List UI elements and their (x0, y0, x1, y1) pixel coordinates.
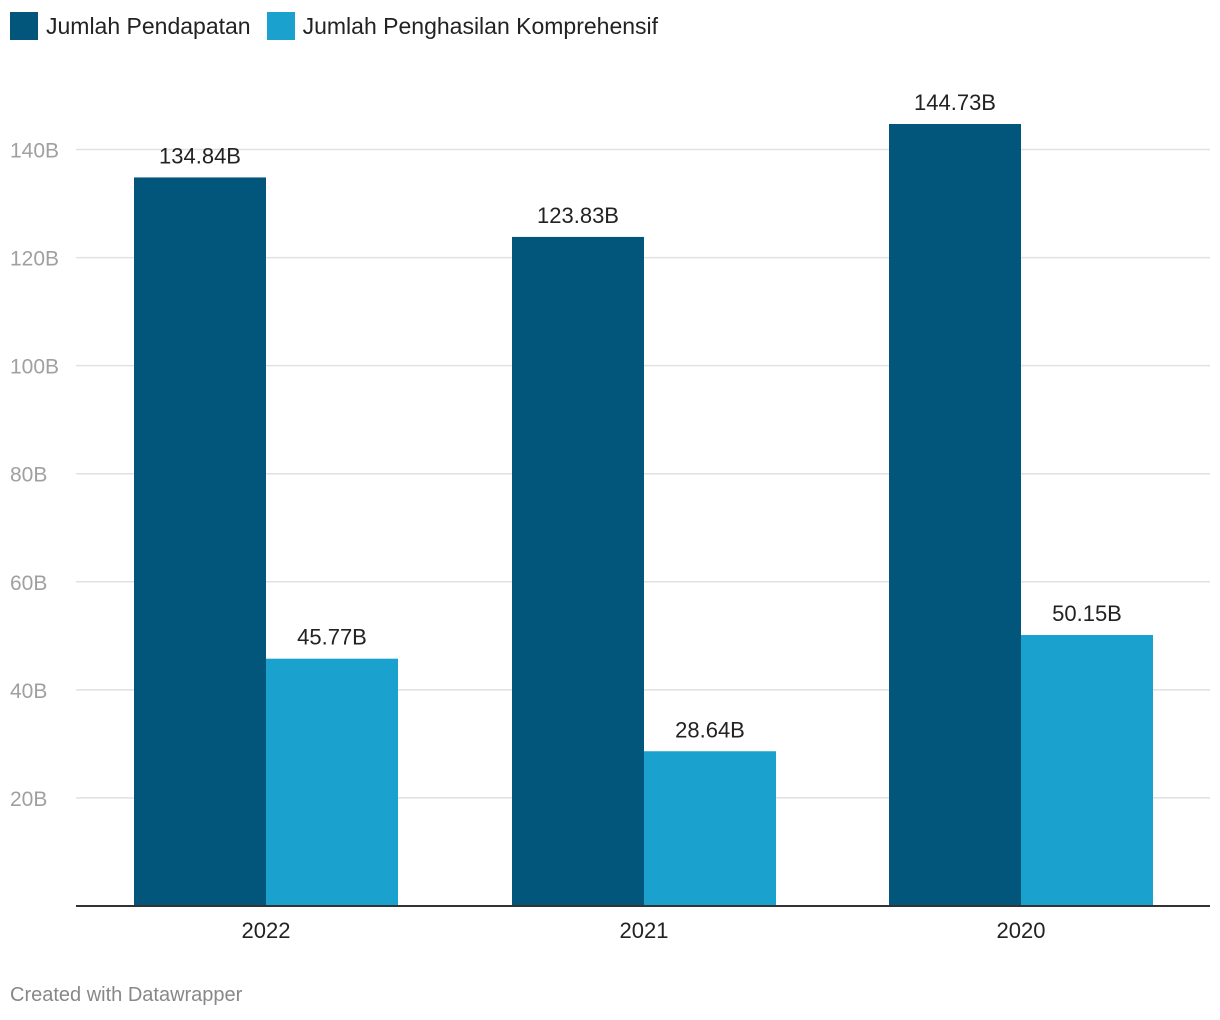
y-tick-label: 100B (10, 356, 59, 379)
y-tick-label: 40B (10, 680, 47, 703)
bar (512, 236, 644, 906)
legend: Jumlah Pendapatan Jumlah Penghasilan Kom… (10, 10, 674, 42)
bar (266, 658, 398, 906)
legend-item-pendapatan: Jumlah Pendapatan (10, 12, 251, 40)
x-tick-label: 2020 (997, 918, 1046, 943)
data-label: 123.83B (537, 203, 619, 228)
data-label: 50.15B (1052, 601, 1122, 626)
x-tick-label: 2021 (620, 918, 669, 943)
legend-label-pendapatan: Jumlah Pendapatan (46, 12, 251, 39)
bar-chart: 20B 40B 60B 80B 100B 120B 140B 134.84B 45.77B 202… (10, 90, 1210, 943)
data-label: 144.73B (914, 90, 996, 115)
data-label: 134.84B (159, 143, 241, 168)
footer-credit: Created with Datawrapper (10, 984, 243, 1006)
legend-item-penghasilan: Jumlah Penghasilan Komprehensif (266, 12, 659, 40)
bar (1021, 635, 1153, 906)
legend-swatch-pendapatan (10, 12, 38, 40)
y-tick-label: 120B (10, 248, 59, 271)
bar (644, 751, 776, 906)
data-label: 28.64B (675, 717, 745, 742)
y-tick-label: 140B (10, 140, 59, 163)
legend-label-penghasilan: Jumlah Penghasilan Komprehensif (302, 12, 659, 39)
bar (889, 124, 1021, 906)
x-tick-label: 2022 (242, 918, 291, 943)
y-tick-label: 60B (10, 572, 47, 595)
y-tick-label: 20B (10, 788, 47, 811)
y-tick-label: 80B (10, 464, 47, 487)
legend-swatch-penghasilan (266, 12, 295, 40)
bar (134, 177, 266, 906)
data-label: 45.77B (297, 625, 367, 650)
